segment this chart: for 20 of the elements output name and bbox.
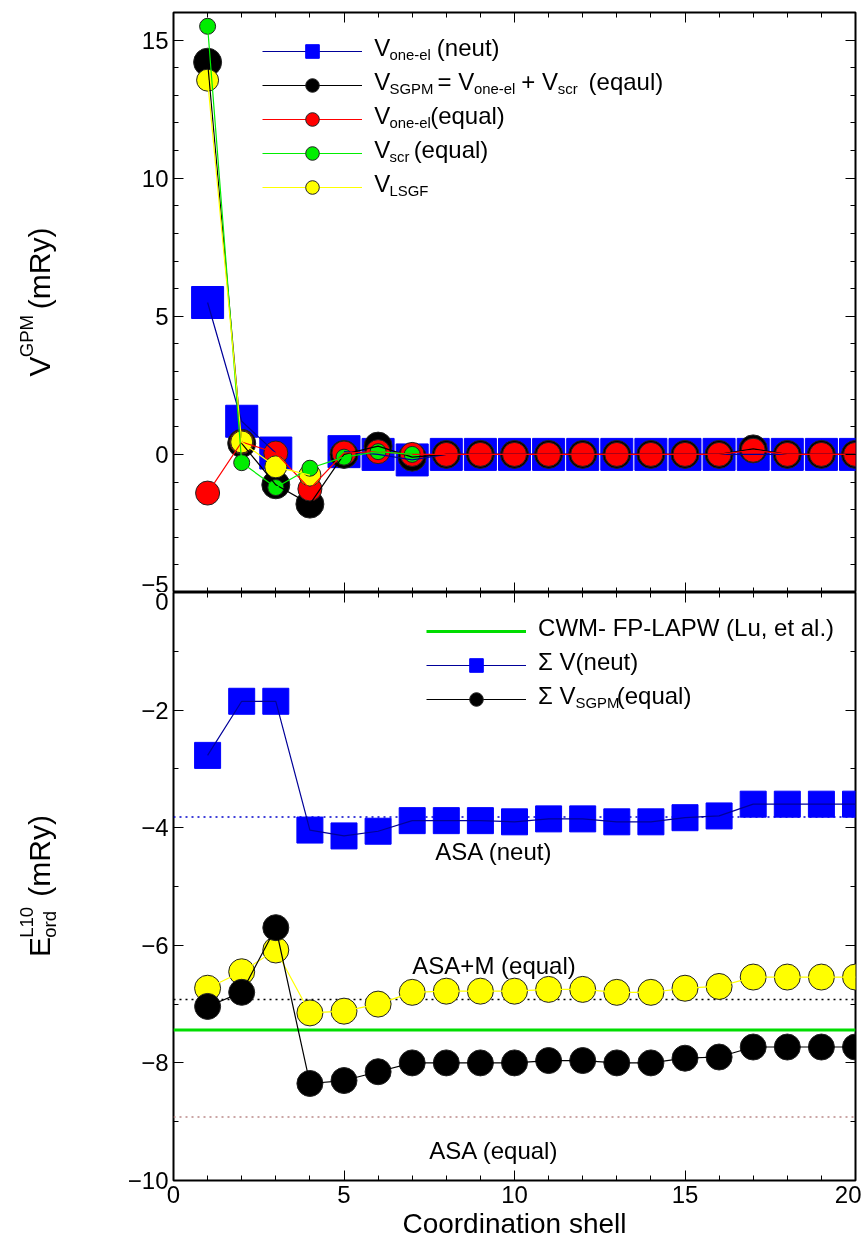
legend-label: CWM- FP-LAPW (Lu, et al.) — [538, 614, 835, 641]
y-axis-title: EordL10 (mRy) — [16, 815, 60, 958]
y-tick-label: 0 — [155, 440, 169, 468]
y-tick-label: −6 — [141, 931, 169, 959]
y-tick-label: −2 — [141, 696, 169, 724]
x-tick-label: 10 — [501, 1180, 528, 1208]
x-tick-label: 20 — [834, 1180, 861, 1208]
y-axis-title: VGPM (mRy) — [16, 227, 56, 377]
y-tick-label: −4 — [141, 814, 169, 842]
y-tick-label: 10 — [141, 164, 169, 192]
ref-line-label: ASA (neut) — [435, 837, 552, 865]
x-axis-title: Coordination shell — [402, 1207, 627, 1239]
ref-line-label: ASA (equal) — [429, 1137, 558, 1165]
x-tick-label: 5 — [337, 1180, 351, 1208]
legend-label: Σ V(neut) — [538, 648, 639, 675]
y-tick-label: 15 — [141, 26, 169, 54]
y-tick-label: −8 — [141, 1049, 169, 1077]
ref-line-label: ASA+M (equal) — [412, 951, 576, 979]
y-tick-label: 5 — [155, 302, 169, 330]
x-tick-label: 15 — [671, 1180, 699, 1208]
